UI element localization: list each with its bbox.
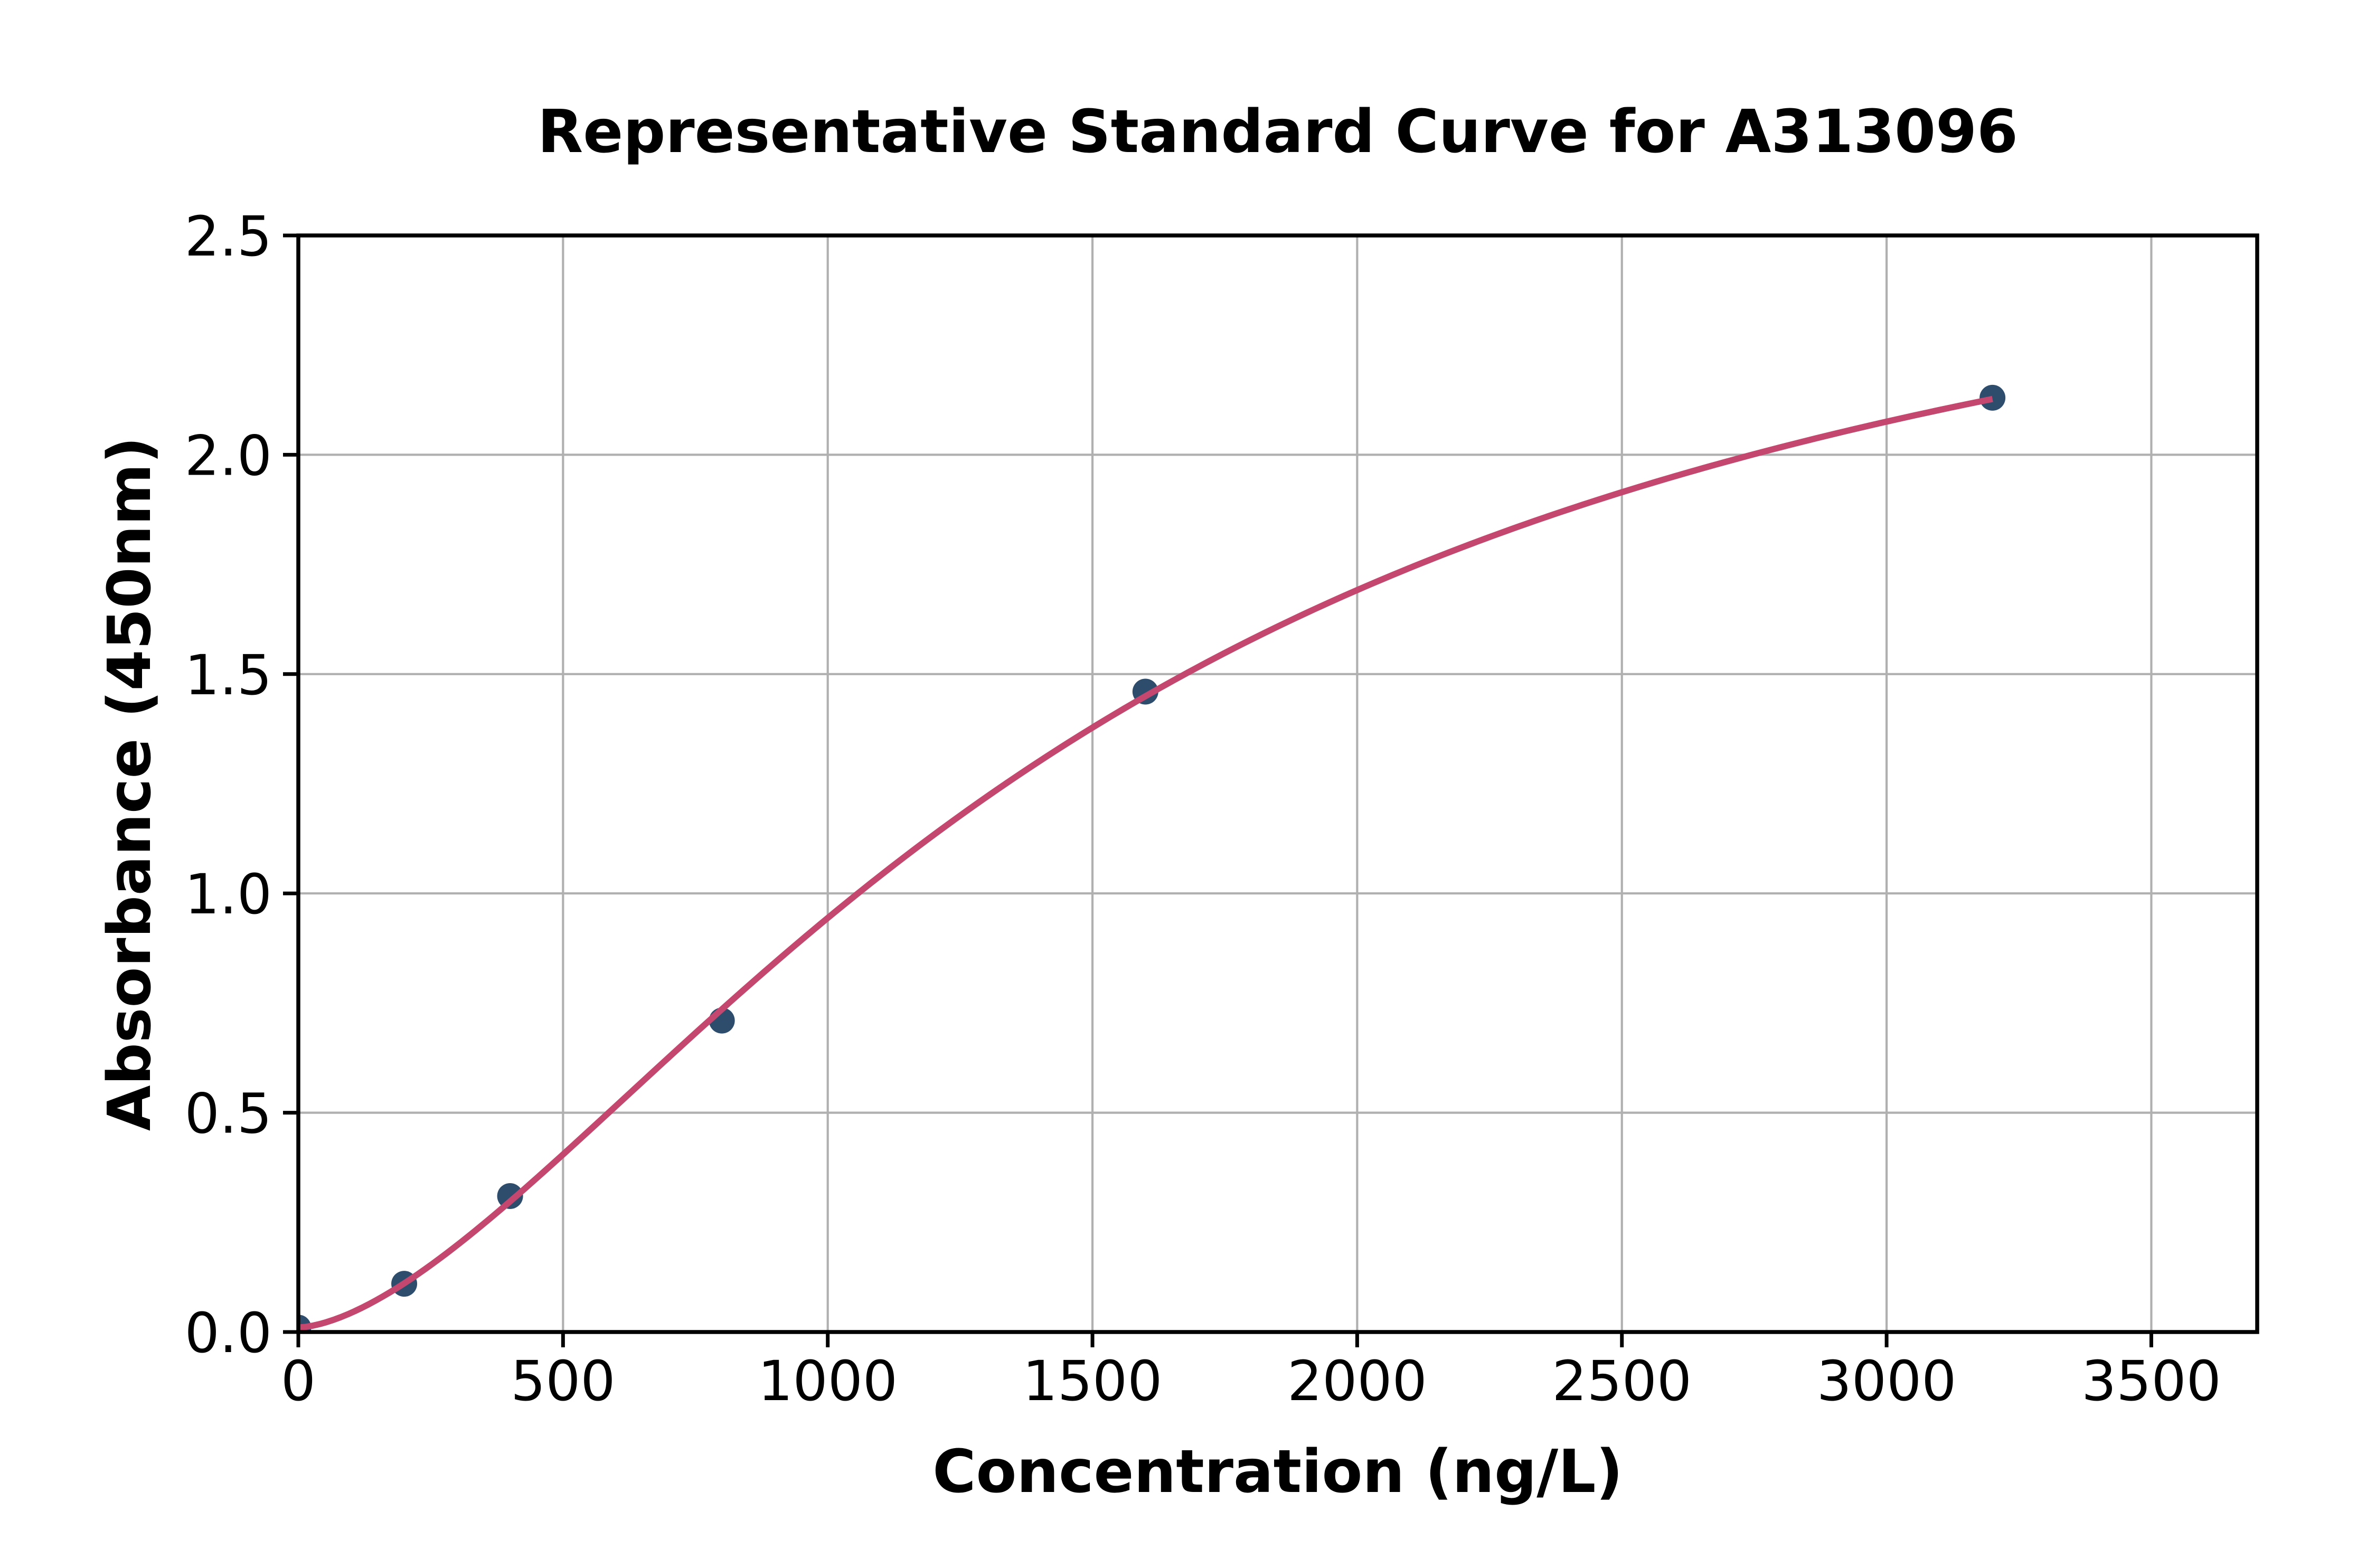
x-axis-label: Concentration (ng/L) xyxy=(932,1438,1623,1506)
x-tick-label: 3000 xyxy=(1817,1349,1957,1413)
y-tick-label: 0.5 xyxy=(185,1082,272,1146)
y-tick-label: 2.5 xyxy=(185,204,272,269)
y-tick-label: 2.0 xyxy=(185,423,272,488)
x-tick-label: 0 xyxy=(281,1349,316,1413)
data-point xyxy=(497,1183,523,1209)
y-tick-labels: 0.0 0.5 1.0 1.5 2.0 2.5 xyxy=(185,204,272,1365)
plot-border xyxy=(296,233,2259,1334)
x-tick-labels: 0 500 1000 1500 2000 2500 3000 3500 xyxy=(281,1349,2221,1413)
y-axis-label: Absorbance (450nm) xyxy=(96,437,164,1131)
chart-title: Representative Standard Curve for A31309… xyxy=(538,98,2018,166)
y-tick-label: 1.5 xyxy=(185,643,272,707)
x-tick-label: 2500 xyxy=(1552,1349,1692,1413)
x-tick-label: 2000 xyxy=(1287,1349,1427,1413)
y-tick-label: 0.0 xyxy=(185,1301,272,1365)
y-tick-label: 1.0 xyxy=(185,862,272,927)
x-tick-label: 500 xyxy=(511,1349,616,1413)
fit-curve xyxy=(298,395,1993,1331)
x-tick-label: 1000 xyxy=(758,1349,898,1413)
data-point xyxy=(1979,384,2006,411)
x-tick-label: 1500 xyxy=(1023,1349,1163,1413)
gridlines xyxy=(298,235,2257,1332)
x-tick-label: 3500 xyxy=(2081,1349,2221,1413)
axis-ticks xyxy=(283,233,2153,1347)
